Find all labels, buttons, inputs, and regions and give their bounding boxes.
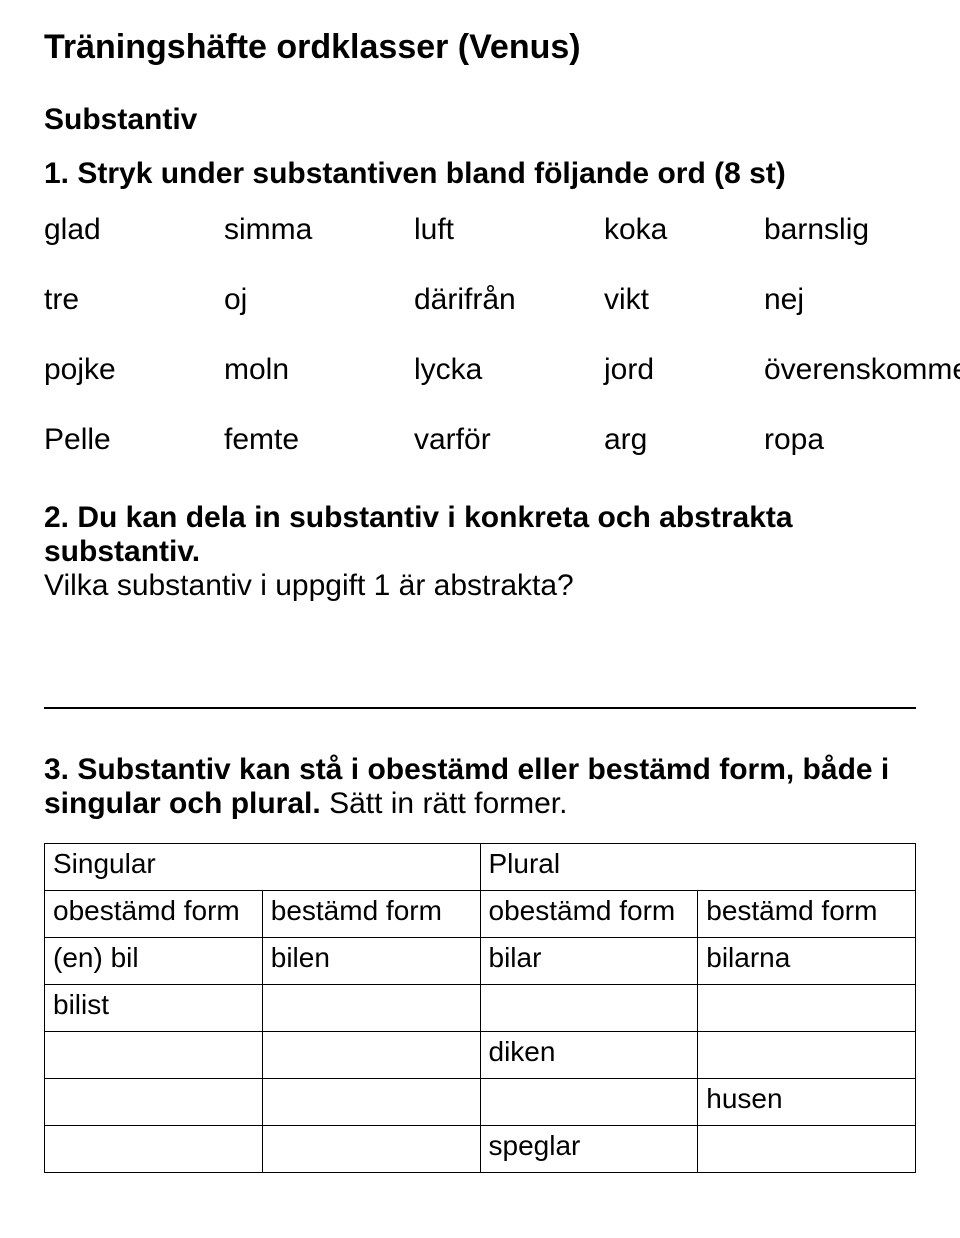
word-cell: moln [224,353,414,387]
word-cell: luft [414,213,604,247]
table-cell: husen [698,1079,916,1126]
word-cell: barnslig [764,213,960,247]
word-cell: oj [224,283,414,317]
table-cell [262,1032,480,1079]
question-2-lead-rest: Vilka substantiv i uppgift 1 är abstrakt… [44,569,574,602]
forms-table: Singular Plural obestämd form bestämd fo… [44,843,916,1173]
table-subheader: bestämd form [262,891,480,938]
table-row: Singular Plural [45,844,916,891]
table-cell [45,1079,263,1126]
table-cell [698,1126,916,1173]
table-row: obestämd form bestämd form obestämd form… [45,891,916,938]
table-cell [262,1079,480,1126]
word-cell: därifrån [414,283,604,317]
table-cell [480,985,698,1032]
question-1: 1. Stryk under substantiven bland följan… [44,157,916,191]
page-title: Träningshäfte ordklasser (Venus) [44,28,916,67]
word-grid: glad simma luft koka barnslig tre oj där… [44,213,916,457]
table-cell: bilarna [698,938,916,985]
table-header-plural: Plural [480,844,916,891]
word-cell: överenskommelse [764,353,960,387]
word-cell: glad [44,213,224,247]
table-subheader: obestämd form [480,891,698,938]
table-cell: speglar [480,1126,698,1173]
section-heading-substantiv: Substantiv [44,103,916,137]
word-cell: Pelle [44,423,224,457]
table-cell: (en) bil [45,938,263,985]
word-cell: simma [224,213,414,247]
table-row: (en) bil bilen bilar bilarna [45,938,916,985]
word-cell: jord [604,353,764,387]
word-cell: arg [604,423,764,457]
table-subheader: obestämd form [45,891,263,938]
word-cell: varför [414,423,604,457]
word-cell: femte [224,423,414,457]
table-cell [262,985,480,1032]
table-subheader: bestämd form [698,891,916,938]
word-cell: lycka [414,353,604,387]
question-2-lead-bold: 2. Du kan dela in substantiv i konkreta … [44,501,793,568]
answer-line [44,667,916,709]
word-cell: vikt [604,283,764,317]
word-cell: tre [44,283,224,317]
word-cell: pojke [44,353,224,387]
word-cell: ropa [764,423,960,457]
word-cell: nej [764,283,960,317]
table-row: husen [45,1079,916,1126]
table-row: bilist [45,985,916,1032]
question-2: 2. Du kan dela in substantiv i konkreta … [44,501,916,603]
table-cell [45,1032,263,1079]
question-3: 3. Substantiv kan stå i obestämd eller b… [44,753,916,821]
table-cell [698,985,916,1032]
table-cell [480,1079,698,1126]
question-1-lead: 1. Stryk under substantiven bland följan… [44,157,786,190]
table-cell: bilist [45,985,263,1032]
table-cell [698,1032,916,1079]
table-cell: bilen [262,938,480,985]
word-cell: koka [604,213,764,247]
question-3-lead-rest: Sätt in rätt former. [329,787,567,820]
table-cell [262,1126,480,1173]
table-cell: diken [480,1032,698,1079]
table-cell: bilar [480,938,698,985]
table-header-singular: Singular [45,844,481,891]
table-row: diken [45,1032,916,1079]
table-cell [45,1126,263,1173]
table-row: speglar [45,1126,916,1173]
